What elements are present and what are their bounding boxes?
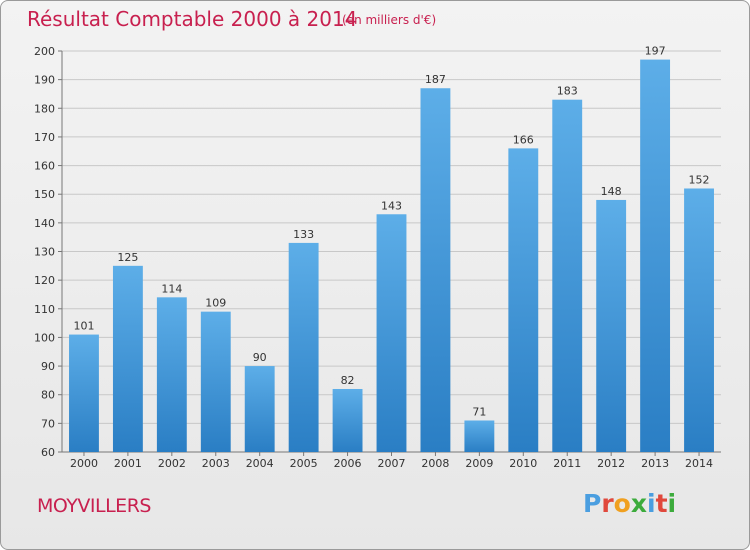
logo-letter: t: [655, 489, 668, 518]
y-tick-label: 120: [34, 274, 55, 287]
x-tick-label-2001: 2001: [114, 457, 142, 470]
x-tick-label-2002: 2002: [158, 457, 186, 470]
logo-letter: i: [667, 489, 677, 518]
bar-2007: [376, 214, 407, 452]
x-tick-label-2005: 2005: [290, 457, 318, 470]
value-label-2012: 148: [601, 185, 622, 198]
bar-2000: [69, 334, 99, 452]
chart-subtitle: (en milliers d'€): [342, 13, 437, 27]
bar-2003: [200, 311, 231, 452]
value-label-2003: 109: [205, 297, 226, 310]
x-tick-label-2014: 2014: [685, 457, 713, 470]
bar-2004: [244, 366, 275, 452]
y-tick-label: 70: [41, 417, 55, 430]
bar-2001: [112, 265, 143, 452]
bar-2006: [332, 388, 363, 452]
x-tick-label-2004: 2004: [246, 457, 274, 470]
logo-letter: i: [647, 489, 656, 518]
chart-title: Résultat Comptable 2000 à 2014: [27, 7, 358, 31]
bar-2011: [552, 99, 583, 452]
place-name: MOYVILLERS: [37, 495, 151, 517]
x-tick-label-2010: 2010: [509, 457, 537, 470]
x-tick-label-2008: 2008: [421, 457, 449, 470]
logo-letter: P: [583, 489, 602, 518]
bar-2013: [640, 59, 671, 452]
x-tick-label-2006: 2006: [334, 457, 362, 470]
value-label-2009: 71: [472, 405, 486, 418]
value-label-2006: 82: [341, 374, 355, 387]
bar-2010: [508, 148, 539, 452]
value-label-2013: 197: [645, 45, 666, 58]
bar-2012: [596, 199, 627, 452]
logo-letter: r: [601, 489, 614, 518]
proxiti-logo: Proxiti: [583, 489, 676, 518]
value-label-2007: 143: [381, 199, 402, 212]
value-label-2001: 125: [117, 251, 138, 264]
y-tick-label: 190: [34, 74, 55, 87]
y-tick-label: 180: [34, 102, 55, 115]
bar-2014: [684, 188, 714, 452]
logo-letter: o: [613, 489, 631, 518]
y-tick-label: 160: [34, 160, 55, 173]
bar-2009: [464, 420, 495, 452]
x-tick-label-2011: 2011: [553, 457, 581, 470]
x-tick-label-2000: 2000: [70, 457, 98, 470]
x-tick-label-2012: 2012: [597, 457, 625, 470]
value-label-2000: 101: [73, 320, 94, 333]
y-tick-label: 60: [41, 446, 55, 459]
y-tick-label: 140: [34, 217, 55, 230]
x-tick-label-2007: 2007: [378, 457, 406, 470]
bar-2008: [420, 88, 451, 452]
y-tick-label: 80: [41, 389, 55, 402]
x-tick-label-2013: 2013: [641, 457, 669, 470]
x-tick-label-2003: 2003: [202, 457, 230, 470]
y-tick-label: 200: [34, 45, 55, 58]
bar-2005: [288, 242, 319, 452]
bars: [69, 59, 714, 452]
labels: 60 70 80 90 100 110 120 130 140 150 160 170 180 190 20…: [34, 45, 713, 470]
x-tick-label-2009: 2009: [465, 457, 493, 470]
y-tick-label: 150: [34, 188, 55, 201]
logo-letter: x: [630, 489, 647, 518]
value-label-2002: 114: [161, 282, 182, 295]
value-label-2014: 152: [689, 173, 710, 186]
value-label-2011: 183: [557, 85, 578, 98]
y-tick-label: 100: [34, 331, 55, 344]
bar-2002: [156, 297, 187, 452]
y-tick-label: 170: [34, 131, 55, 144]
value-label-2005: 133: [293, 228, 314, 241]
value-label-2004: 90: [253, 351, 267, 364]
value-label-2008: 187: [425, 73, 446, 86]
y-tick-label: 130: [34, 246, 55, 259]
value-label-2010: 166: [513, 133, 534, 146]
y-tick-label: 110: [34, 303, 55, 316]
y-tick-label: 90: [41, 360, 55, 373]
